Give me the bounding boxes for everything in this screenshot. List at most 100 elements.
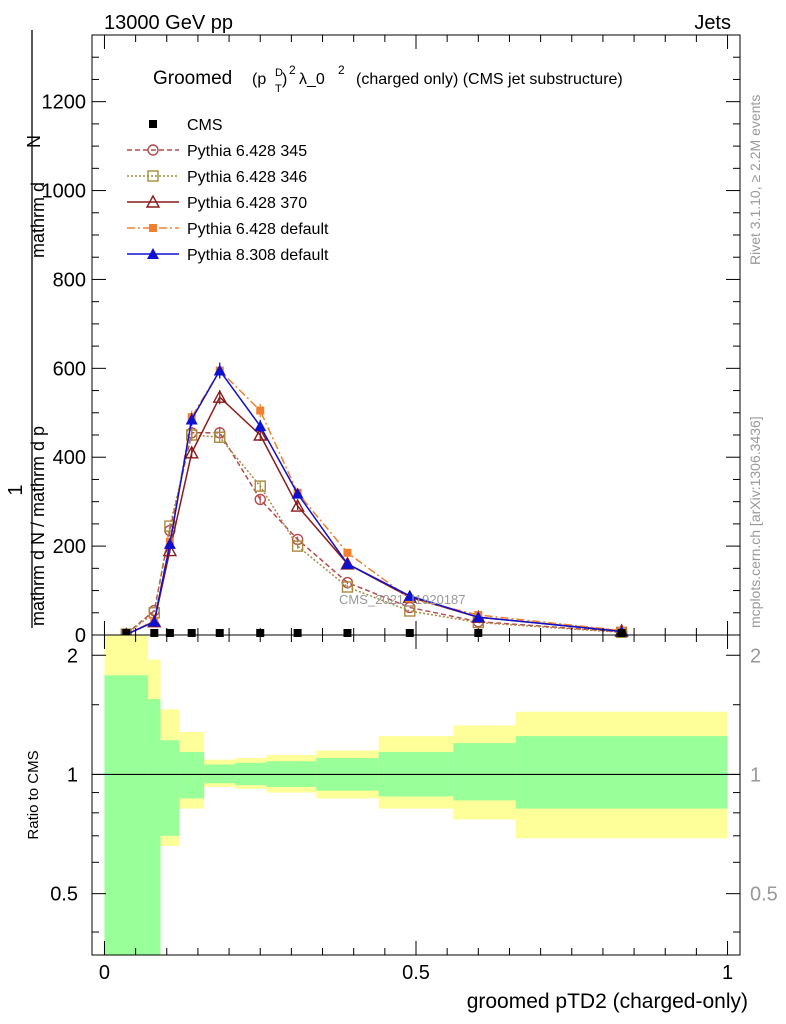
cms-point <box>617 629 626 637</box>
y-axis-label: 1 mathrm d N mathrm d N / mathrm d p <box>5 30 48 628</box>
y-tick-label: 1200 <box>42 92 87 114</box>
legend-entry: CMS <box>149 117 223 134</box>
title-paren: ) <box>282 71 287 88</box>
y-tick-label: 1000 <box>42 181 87 203</box>
series-point <box>256 406 265 415</box>
legend-label: Pythia 6.428 default <box>187 221 329 238</box>
legend-label: CMS <box>187 117 223 134</box>
watermark: CMS_2021_I1920187 <box>339 592 466 607</box>
cms-point <box>343 629 352 637</box>
x-tick-label: 0 <box>99 962 110 984</box>
title-suffix: (charged only) (CMS jet substructure) <box>356 71 623 88</box>
ratio-y-tick-label: 0.5 <box>50 884 78 906</box>
cms-point <box>187 629 196 637</box>
ratio-y-tick-label: 2 <box>67 645 78 667</box>
title-prefix: Groomed <box>153 68 232 89</box>
series-point <box>214 431 226 443</box>
ratio-axes: 0 0.5 1 0.5 0.5 1 1 2 2 <box>50 635 778 984</box>
ratio-y-tick-label-right: 1 <box>750 764 761 786</box>
ratio-inner-band <box>453 743 516 801</box>
series-point <box>212 389 227 403</box>
ratio-plot: 0 0.5 1 0.5 0.5 1 1 2 2 <box>50 634 778 984</box>
legend-marker <box>147 170 159 182</box>
ratio-inner-band <box>104 675 149 955</box>
series-point <box>253 427 268 441</box>
header-left: 13000 GeV pp <box>104 12 233 34</box>
legend-marker <box>147 144 159 156</box>
legend-marker <box>145 194 161 208</box>
cms-point <box>122 629 131 637</box>
x-tick-label: 0.5 <box>402 962 430 984</box>
title-pt: (p <box>252 71 266 88</box>
y-label-frac-top: mathrm d <box>28 182 48 258</box>
main-plot: 0 200 400 600 800 1000 1200 <box>42 34 741 647</box>
cms-point <box>293 629 302 637</box>
y-label-frac-N: N <box>24 135 44 148</box>
title-pt-sup: D <box>275 67 283 79</box>
series-point <box>290 498 305 512</box>
legend-marker <box>149 120 157 128</box>
legend-entry: Pythia 6.428 370 <box>127 194 307 212</box>
mcplots-label: mcplots.cern.ch [arXiv:1306.3436] <box>747 416 763 628</box>
y-tick-label: 0 <box>75 625 86 647</box>
x-tick-label: 1 <box>722 962 733 984</box>
cms-point <box>150 629 159 637</box>
legend-label: Pythia 6.428 346 <box>187 169 307 186</box>
y-label-one: 1 <box>5 484 27 495</box>
series-point <box>185 413 198 425</box>
legend-entry: Pythia 6.428 default <box>127 221 329 238</box>
title-lambda: λ_0 <box>299 71 325 88</box>
title-square: 2 <box>289 63 296 77</box>
ratio-inner-band <box>515 736 728 809</box>
ratio-inner-band <box>179 751 205 799</box>
series-point <box>341 581 354 593</box>
plot-title: Groomed (p D T ) 2 λ_0 2 (charged only) … <box>153 63 623 95</box>
cms-point <box>215 629 224 637</box>
ratio-frame <box>91 634 741 956</box>
legend-entry: Pythia 6.428 345 <box>127 143 307 160</box>
series-point <box>341 557 354 569</box>
main-axes: 0 200 400 600 800 1000 1200 <box>42 34 740 647</box>
cms-point <box>165 629 174 637</box>
series-point <box>291 487 304 499</box>
legend-entry: Pythia 6.428 346 <box>127 169 307 186</box>
series-point <box>254 480 266 492</box>
series-point <box>403 589 416 601</box>
legend: CMS Pythia 6.428 345 Pythia 6.428 346 Pythi… <box>127 117 329 264</box>
series-point <box>213 364 226 376</box>
ratio-inner-band <box>148 699 161 955</box>
series-point <box>404 605 416 617</box>
cms-point <box>405 629 414 637</box>
legend-label: Pythia 6.428 370 <box>187 195 307 212</box>
series-point <box>472 611 485 623</box>
legend-label: Pythia 6.428 345 <box>187 143 307 160</box>
y-label-denominator: mathrm d N / mathrm d p <box>28 426 48 626</box>
series-point <box>291 540 304 552</box>
main-marks <box>119 362 629 641</box>
ratio-marks <box>92 635 740 955</box>
series-point <box>343 548 352 557</box>
y-tick-label: 200 <box>53 536 86 558</box>
series-point <box>254 420 267 432</box>
y-tick-label: 400 <box>53 447 86 469</box>
rivet-label: Rivet 3.1.10, ≥ 2.2M events <box>747 95 763 265</box>
legend-label: Pythia 8.308 default <box>187 247 329 264</box>
series-point <box>184 445 199 459</box>
series-point <box>185 429 198 441</box>
title-lambda-square: 2 <box>338 63 345 77</box>
ratio-y-label: Ratio to CMS <box>25 750 42 839</box>
ratio-y-tick-label-right: 0.5 <box>750 884 778 906</box>
series-point <box>162 543 178 557</box>
legend-entry: Pythia 8.308 default <box>127 247 329 264</box>
y-tick-label: 800 <box>53 269 86 291</box>
series-point <box>254 493 266 506</box>
legend-marker <box>149 224 157 232</box>
ratio-inner-band <box>160 740 180 836</box>
legend-marker <box>147 248 159 259</box>
x-axis-label: groomed pTD2 (charged-only) <box>467 990 748 1013</box>
ratio-y-tick-label-right: 2 <box>750 645 761 667</box>
title-pt-sub: T <box>275 83 282 95</box>
ratio-y-tick-label: 1 <box>67 764 78 786</box>
header-right: Jets <box>694 12 731 34</box>
